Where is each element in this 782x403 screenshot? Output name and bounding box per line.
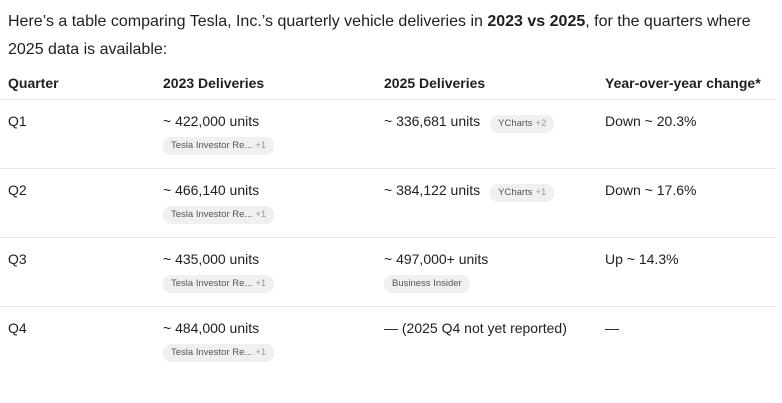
source-label: Tesla Investor Re... — [171, 347, 253, 358]
source-chip[interactable]: YCharts +2 — [490, 115, 555, 133]
cell-text: — — [605, 320, 619, 336]
source-chip[interactable]: Business Insider — [384, 275, 470, 293]
column-header: Year-over-year change* — [605, 75, 761, 91]
intro: Here’s a table comparing Tesla, Inc.’s q… — [8, 8, 768, 64]
chip-row: Business Insider — [384, 273, 488, 293]
table-cell: ~ 484,000 units Tesla Investor Re... +1 — [163, 320, 275, 362]
cell-text: Q4 — [8, 320, 27, 336]
cell-text: ~ 497,000+ units — [384, 251, 489, 267]
source-more: +2 — [535, 118, 547, 129]
source-label: Tesla Investor Re... — [171, 209, 253, 220]
source-chip[interactable]: Tesla Investor Re... +1 — [163, 344, 275, 362]
column-header: 2023 Deliveries — [163, 75, 265, 91]
table-cell: Q1 — [8, 113, 27, 129]
cell-text: Q3 — [8, 251, 27, 267]
divider — [0, 306, 776, 307]
divider — [0, 168, 776, 169]
source-chip[interactable]: Tesla Investor Re... +1 — [163, 275, 275, 293]
cell-text: Q1 — [8, 113, 27, 129]
cell-text: Down ~ 17.6% — [605, 182, 697, 198]
source-label: Business Insider — [392, 278, 462, 289]
source-label: Tesla Investor Re... — [171, 140, 253, 151]
source-label: YCharts — [498, 187, 533, 198]
table-cell: ~ 384,122 units YCharts +1 — [384, 182, 555, 202]
source-more: +1 — [255, 209, 267, 220]
cell-text: ~ 466,140 units — [163, 182, 260, 198]
cell-text: ~ 336,681 units — [384, 113, 481, 129]
table-cell: Q4 — [8, 320, 27, 336]
intro-bold: 2023 vs 2025 — [487, 13, 586, 30]
table-cell: — (2025 Q4 not yet reported) — [384, 320, 567, 336]
cell-text: ~ 484,000 units — [163, 320, 260, 336]
intro-text: Here’s a table comparing Tesla, Inc.’s q… — [8, 13, 488, 30]
table-cell: ~ 466,140 units Tesla Investor Re... +1 — [163, 182, 275, 224]
table-cell: ~ 336,681 units YCharts +2 — [384, 113, 555, 133]
source-chip[interactable]: Tesla Investor Re... +1 — [163, 137, 275, 155]
source-chip[interactable]: Tesla Investor Re... +1 — [163, 206, 275, 224]
chip-row: Tesla Investor Re... +1 — [163, 273, 275, 293]
table-cell: ~ 422,000 units Tesla Investor Re... +1 — [163, 113, 275, 155]
table-cell: Q3 — [8, 251, 27, 267]
cell-text: ~ 422,000 units — [163, 113, 260, 129]
cell-text: ~ 384,122 units — [384, 182, 481, 198]
table-cell: — — [605, 320, 619, 336]
cell-text: Down ~ 20.3% — [605, 113, 697, 129]
table-cell: Q2 — [8, 182, 27, 198]
source-more: +1 — [255, 140, 267, 151]
column-header: Quarter — [8, 75, 59, 91]
table-cell: Up ~ 14.3% — [605, 251, 679, 267]
source-chip[interactable]: YCharts +1 — [490, 184, 555, 202]
chip-row: Tesla Investor Re... +1 — [163, 135, 275, 155]
column-header: 2025 Deliveries — [384, 75, 486, 91]
chip-row: Tesla Investor Re... +1 — [163, 342, 275, 362]
source-more: +1 — [255, 278, 267, 289]
table-cell: ~ 435,000 units Tesla Investor Re... +1 — [163, 251, 275, 293]
table-cell: Down ~ 20.3% — [605, 113, 696, 129]
chip-row: Tesla Investor Re... +1 — [163, 204, 275, 224]
cell-text: ~ 435,000 units — [163, 251, 260, 267]
source-more: +1 — [255, 347, 267, 358]
cell-text: — (2025 Q4 not yet reported) — [384, 320, 567, 336]
table-cell: ~ 497,000+ units Business Insider — [384, 251, 488, 293]
divider — [0, 99, 776, 100]
table-cell: Down ~ 17.6% — [605, 182, 696, 198]
intro-text: , for the quarters where 2025 data is av… — [8, 13, 751, 58]
source-more: +1 — [535, 187, 547, 198]
cell-text: Q2 — [8, 182, 27, 198]
source-label: Tesla Investor Re... — [171, 278, 253, 289]
cell-text: Up ~ 14.3% — [605, 251, 679, 267]
divider — [0, 237, 776, 238]
source-label: YCharts — [498, 118, 533, 129]
